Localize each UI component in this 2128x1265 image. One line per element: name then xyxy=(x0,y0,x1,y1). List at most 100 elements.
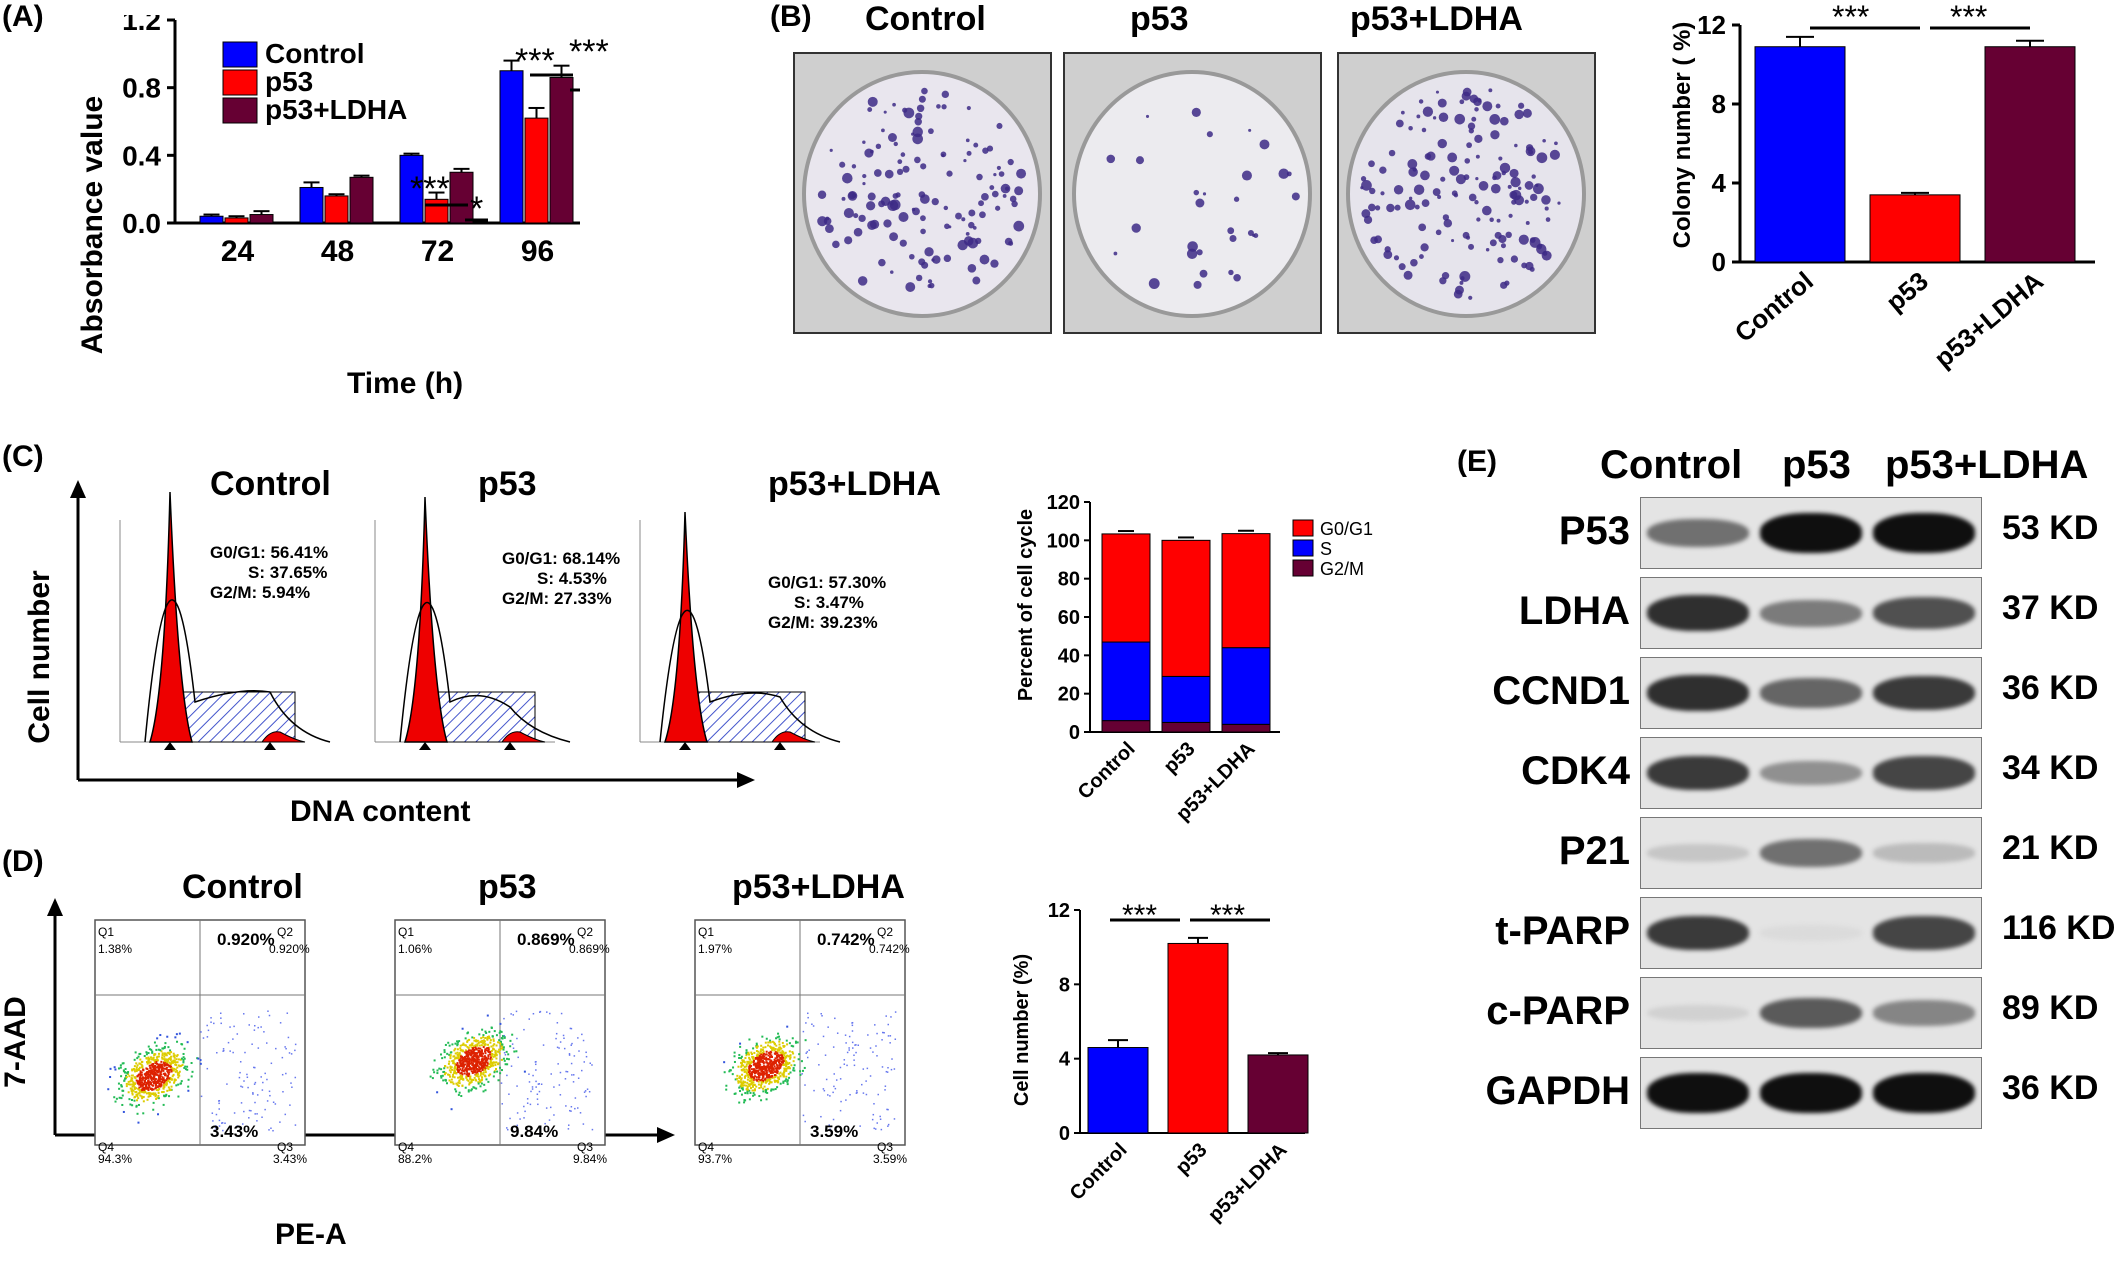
chart-c-ytick: 0 xyxy=(1069,722,1080,744)
chart-d-sig-2: *** xyxy=(1210,899,1245,932)
flow-quadrant-q3big: 9.84% xyxy=(510,1122,559,1141)
chart-b-sig-2: *** xyxy=(1950,0,1987,35)
flow-quadrant-q1v: 1.97% xyxy=(698,942,733,956)
bar-p53-48 xyxy=(324,195,349,224)
blot-protein-CDK4: CDK4 xyxy=(1521,749,1630,793)
legend-label-control: Control xyxy=(265,38,365,69)
blot-band xyxy=(1647,518,1749,548)
stat-g0g1-p53: G0/G1: 68.14% xyxy=(502,549,621,568)
blot-row-c-PARP xyxy=(1640,977,1982,1049)
colony-plate-control xyxy=(793,52,1052,334)
blot-band xyxy=(1647,755,1749,791)
apoptosis-flow-plots xyxy=(47,898,906,1146)
chart-c-ytick: 100 xyxy=(1047,530,1080,552)
blot-band xyxy=(1647,1073,1749,1113)
chart-c-legend: G0/G1 S G2/M xyxy=(1292,519,1373,579)
flow-quadrant-q3: Q3 xyxy=(277,1140,294,1154)
chart-c-ytick: 80 xyxy=(1058,569,1080,591)
blot-protein-GAPDH: GAPDH xyxy=(1485,1069,1630,1113)
flow-quadrant-q3big: 3.59% xyxy=(810,1122,859,1141)
blot-band xyxy=(1760,925,1862,941)
chart-d-ytick: 12 xyxy=(1048,900,1070,922)
blot-weight-GAPDH: 36 KD xyxy=(2002,1069,2099,1107)
stat-s-p53: S: 4.53% xyxy=(537,569,607,588)
flow-title-p53-ldha: p53+LDHA xyxy=(732,868,905,906)
stack-G0/G1-p53 xyxy=(1161,539,1211,677)
flow-quadrant-q1: Q1 xyxy=(398,925,415,939)
flow-quadrant-q3v: 3.59% xyxy=(873,1152,908,1166)
stat-g2m-p53: G2/M: 27.33% xyxy=(502,589,612,608)
blot-row-LDHA xyxy=(1640,577,1982,649)
bar-p53+LDHA-48 xyxy=(349,176,374,224)
flow-quadrant-q2v: 0.869% xyxy=(569,942,610,956)
bar-p53 xyxy=(1167,942,1229,1134)
stack-G2/M-p53 xyxy=(1161,721,1211,733)
flow-quadrant-q1v: 1.38% xyxy=(98,942,133,956)
chart-a-xtick: 72 xyxy=(421,235,454,268)
hist-title-p53: p53 xyxy=(478,465,537,503)
chart-d-xtick: p53+LDHA xyxy=(1204,1139,1291,1226)
flow-quadrant-q1: Q1 xyxy=(698,925,715,939)
panel-e-label: (E) xyxy=(1457,445,1497,478)
stack-G2/M-Control xyxy=(1101,720,1151,733)
plate-title-p53-ldha: p53+LDHA xyxy=(1350,0,1523,38)
blot-band xyxy=(1873,1000,1975,1026)
hist-stats-p53: G0/G1: 68.14% S: 4.53% G2/M: 27.33% xyxy=(502,549,642,609)
blot-protein-LDHA: LDHA xyxy=(1518,589,1630,633)
legend-swatch-p53-ldha xyxy=(222,97,258,124)
blot-weight-CCND1: 36 KD xyxy=(2002,669,2099,707)
chart-d-ytick: 4 xyxy=(1059,1049,1071,1071)
blot-band xyxy=(1873,1073,1975,1113)
blot-row-t-PARP xyxy=(1640,897,1982,969)
blot-band xyxy=(1647,1004,1749,1022)
flow-quadrant-q2big: 0.869% xyxy=(517,930,575,949)
panel-a-label: (A) xyxy=(2,0,44,33)
blot-protein-c-PARP: c-PARP xyxy=(1486,989,1630,1033)
blot-protein-CCND1: CCND1 xyxy=(1492,669,1630,713)
chart-b-ylabel: Colony number ( %) xyxy=(1669,22,1696,249)
lane-label-p53-ldha: p53+LDHA xyxy=(1885,443,2089,487)
stat-g0g1-control: G0/G1: 56.41% xyxy=(210,543,329,562)
stack-G2/M-p53+LDHA xyxy=(1221,723,1271,733)
chart-d-ytick: 0 xyxy=(1059,1123,1070,1145)
bar-p53+LDHA-96 xyxy=(549,77,574,224)
panel-d-label: (D) xyxy=(2,845,44,878)
flow-quadrant-q3big: 3.43% xyxy=(210,1122,259,1141)
blot-row-CCND1 xyxy=(1640,657,1982,729)
flow-quadrant-q3v: 3.43% xyxy=(273,1152,308,1166)
chart-a-ytick: 1.2 xyxy=(122,15,161,36)
chart-d-ylabel: Cell number (%) xyxy=(1011,954,1033,1106)
flow-quadrant-q3: Q3 xyxy=(877,1140,894,1154)
bar-p53+LDHA-24 xyxy=(249,214,274,224)
flow-quadrant-q4v: 94.3% xyxy=(98,1152,133,1166)
flow-quadrant-q2big: 0.742% xyxy=(817,930,875,949)
chart-d-xtick: Control xyxy=(1066,1139,1132,1205)
bar-p53-24 xyxy=(224,217,249,224)
stat-s-control: S: 37.65% xyxy=(248,563,328,582)
legend-label-p53: p53 xyxy=(265,66,313,97)
lane-label-control: Control xyxy=(1600,443,1743,487)
legend-g0g1: G0/G1 xyxy=(1320,519,1373,539)
hist-title-p53-ldha: p53+LDHA xyxy=(768,465,941,503)
blot-protein-t-PARP: t-PARP xyxy=(1495,909,1630,953)
blot-weight-CDK4: 34 KD xyxy=(2002,749,2099,787)
stack-S-p53+LDHA xyxy=(1221,647,1271,725)
stat-g0g1-p53-ldha: G0/G1: 57.30% xyxy=(768,573,887,592)
plate-title-p53: p53 xyxy=(1130,0,1189,38)
colony-plate-p53 xyxy=(1063,52,1322,334)
blot-protein-P21: P21 xyxy=(1558,829,1630,873)
legend-label-p53-ldha: p53+LDHA xyxy=(265,94,407,125)
blot-weight-P53: 53 KD xyxy=(2002,509,2099,547)
hist-title-control: Control xyxy=(210,465,331,503)
stat-s-p53-ldha: S: 3.47% xyxy=(794,593,864,612)
legend-g2m: G2/M xyxy=(1320,559,1364,579)
chart-a-xtick: 24 xyxy=(221,235,255,268)
blot-protein-P53: P53 xyxy=(1558,509,1630,553)
hist-y-axis-label: Cell number xyxy=(23,570,56,744)
blot-band xyxy=(1760,838,1862,868)
flow-quadrant-q1: Q1 xyxy=(98,925,115,939)
chart-a-ytick: 0.0 xyxy=(122,208,161,239)
flow-quadrant-q2v: 0.742% xyxy=(869,942,910,956)
